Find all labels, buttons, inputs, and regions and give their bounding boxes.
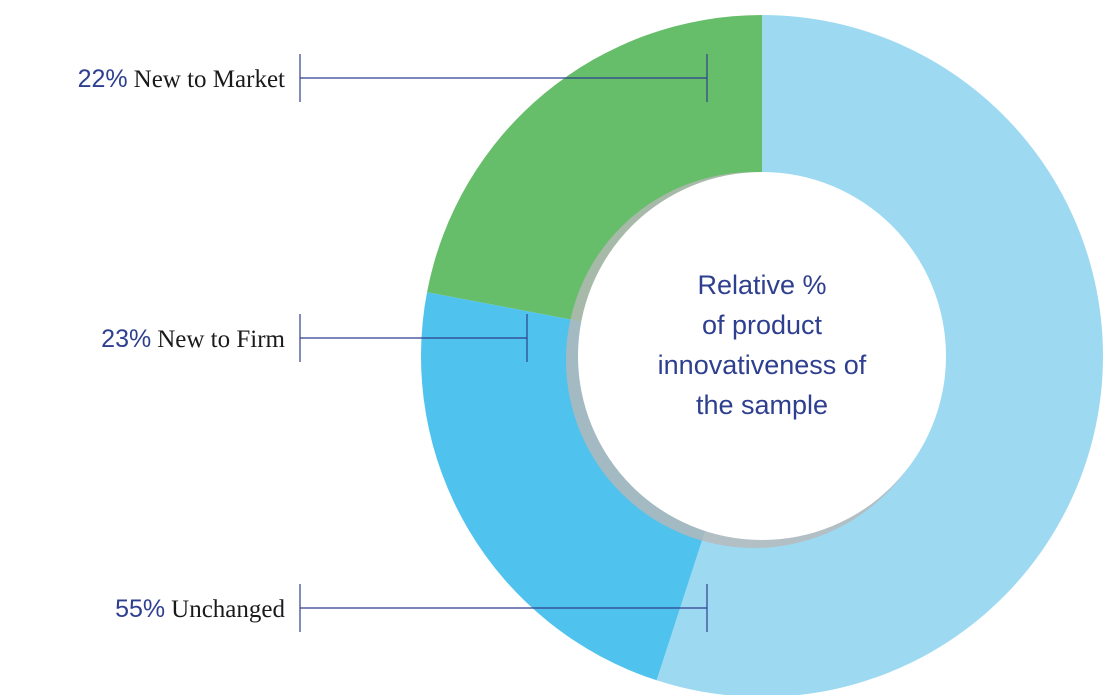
slice-category-label: New to Market [134, 66, 285, 93]
slice-value-label: 22% [78, 65, 128, 93]
donut-hole [578, 172, 946, 540]
slice-category-label: Unchanged [171, 596, 285, 623]
slice-label: 22% New to Market [78, 65, 285, 93]
center-label-line: innovativeness of [658, 350, 867, 380]
slice-category-label: New to Firm [157, 326, 285, 353]
center-label: Relative % of product innovativeness of the… [658, 270, 867, 420]
slice-label: 55% Unchanged [115, 595, 285, 623]
center-label-line: Relative % [697, 270, 826, 300]
slice-value-label: 23% [101, 325, 151, 353]
center-label-line: of product [702, 310, 823, 340]
slice-label: 23% New to Firm [101, 325, 285, 353]
slice-value-label: 55% [115, 595, 165, 623]
center-label-line: the sample [696, 390, 828, 420]
